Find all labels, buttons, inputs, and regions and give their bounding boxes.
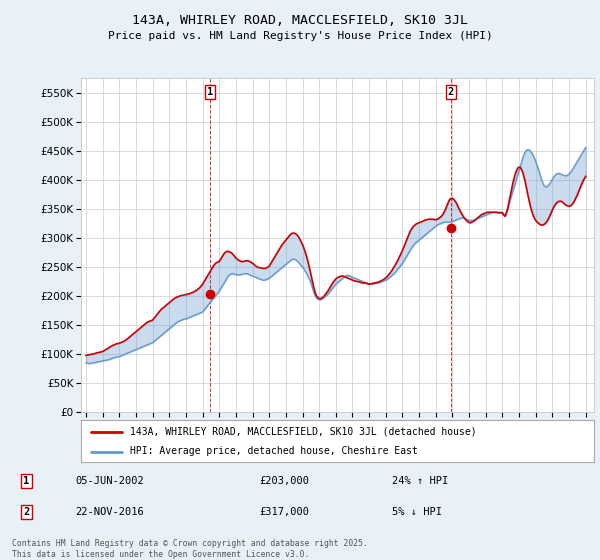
- Text: 143A, WHIRLEY ROAD, MACCLESFIELD, SK10 3JL (detached house): 143A, WHIRLEY ROAD, MACCLESFIELD, SK10 3…: [130, 427, 476, 437]
- Text: 24% ↑ HPI: 24% ↑ HPI: [392, 476, 448, 486]
- Text: Contains HM Land Registry data © Crown copyright and database right 2025.
This d: Contains HM Land Registry data © Crown c…: [12, 539, 368, 559]
- Text: HPI: Average price, detached house, Cheshire East: HPI: Average price, detached house, Ches…: [130, 446, 418, 456]
- Text: 1: 1: [206, 87, 213, 97]
- Text: 1: 1: [23, 476, 29, 486]
- Text: 2: 2: [23, 507, 29, 517]
- Text: Price paid vs. HM Land Registry's House Price Index (HPI): Price paid vs. HM Land Registry's House …: [107, 31, 493, 41]
- Text: 5% ↓ HPI: 5% ↓ HPI: [392, 507, 442, 517]
- Text: 22-NOV-2016: 22-NOV-2016: [76, 507, 144, 517]
- Text: 2: 2: [448, 87, 454, 97]
- Text: 05-JUN-2002: 05-JUN-2002: [76, 476, 144, 486]
- Text: 143A, WHIRLEY ROAD, MACCLESFIELD, SK10 3JL: 143A, WHIRLEY ROAD, MACCLESFIELD, SK10 3…: [132, 14, 468, 27]
- Text: £203,000: £203,000: [260, 476, 310, 486]
- Text: £317,000: £317,000: [260, 507, 310, 517]
